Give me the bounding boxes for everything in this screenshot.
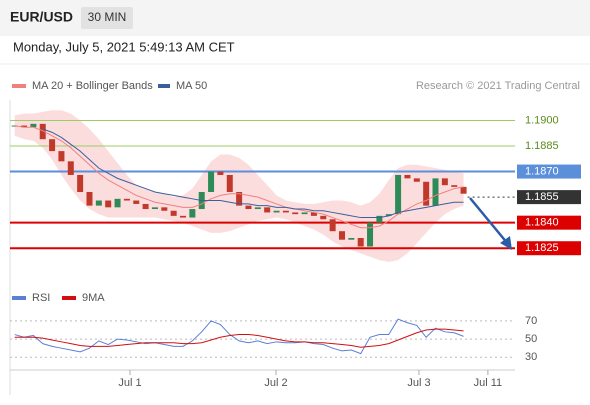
y-tick-label: 50 [525, 333, 537, 345]
candle [273, 210, 280, 213]
candle [264, 207, 271, 213]
candle [217, 171, 224, 175]
legend-swatch [62, 296, 76, 300]
level-label-box [517, 190, 581, 205]
candle [114, 198, 121, 208]
candle [123, 198, 130, 201]
candle [180, 215, 187, 218]
indicator-line [14, 328, 464, 348]
legend-label: RSI [32, 292, 50, 304]
x-tick-label: Jul 11 [474, 377, 503, 389]
candle [49, 139, 56, 152]
level-label: 1.1885 [525, 140, 559, 152]
candle [208, 171, 215, 192]
x-tick-label: Jul 3 [407, 377, 430, 389]
candle [21, 125, 28, 128]
candle [451, 185, 458, 187]
symbol: EUR/USD [10, 9, 73, 25]
candle [95, 200, 102, 206]
level-label: 1.1840 [525, 217, 559, 229]
candle [385, 214, 392, 216]
forecast-arrow [469, 197, 509, 245]
candle [348, 238, 355, 240]
candle [189, 209, 196, 218]
candle [432, 178, 439, 206]
candle [161, 207, 168, 211]
candle [292, 212, 299, 215]
candle [39, 123, 46, 140]
candle [395, 174, 402, 215]
candle [310, 212, 317, 216]
ma-line [14, 125, 464, 229]
candle [254, 207, 261, 210]
candle [367, 222, 374, 247]
y-tick-label: 70 [525, 315, 537, 327]
legend-swatch [158, 84, 170, 88]
candle [58, 151, 65, 162]
source: Research © 2021 Trading Central [416, 80, 580, 92]
candle [460, 186, 467, 194]
candle [77, 174, 84, 192]
candle [357, 238, 364, 247]
candle [338, 231, 345, 240]
level-label-box [517, 241, 581, 256]
legend-label: 9MA [82, 292, 105, 304]
candle [329, 219, 336, 232]
x-tick-label: Jul 2 [264, 377, 287, 389]
ma-line [42, 128, 464, 219]
candle [133, 200, 140, 204]
candle [67, 161, 74, 175]
level-label: 1.1825 [525, 242, 559, 254]
candle [320, 215, 327, 220]
level-label: 1.1870 [525, 165, 559, 177]
candle [86, 192, 93, 206]
candle [376, 215, 383, 223]
level-label-box [517, 215, 581, 230]
candle [170, 210, 177, 216]
candle [413, 178, 420, 182]
legend-label: MA 20 + Bollinger Bands [32, 80, 153, 92]
arrow-head [500, 236, 512, 250]
candle [441, 178, 448, 186]
candle [226, 174, 233, 192]
datetime: Monday, July 5, 2021 5:49:13 AM CET [13, 39, 235, 54]
candle [151, 207, 158, 210]
indicator-line [14, 318, 464, 355]
candle [282, 210, 289, 213]
x-tick-label: Jul 1 [118, 377, 141, 389]
candle [236, 192, 243, 206]
candle [423, 181, 430, 206]
level-label-box [517, 164, 581, 179]
candle [142, 203, 149, 210]
candle [404, 174, 411, 179]
plot-layer: 1.1900 1.1885 1.1870 1.1855 1.1840 1.1825 MA 2… [10, 80, 581, 389]
level-label: 1.1900 [525, 114, 559, 126]
legend-label: MA 50 [176, 80, 207, 92]
candle [245, 205, 252, 210]
timeframe-badge[interactable] [81, 7, 133, 29]
candle [30, 123, 37, 128]
candle [301, 212, 308, 215]
legend-swatch [12, 84, 26, 88]
y-tick-label: 30 [525, 351, 537, 363]
candle [105, 200, 112, 208]
timeframe[interactable]: 30 MIN [88, 10, 127, 24]
level-label: 1.1855 [525, 191, 559, 203]
legend-swatch [12, 296, 26, 300]
